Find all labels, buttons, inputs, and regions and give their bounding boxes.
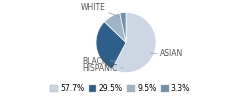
Text: WHITE: WHITE — [81, 3, 120, 17]
Text: HISPANIC: HISPANIC — [83, 64, 123, 73]
Wedge shape — [104, 13, 126, 42]
Text: ASIAN: ASIAN — [150, 49, 183, 58]
Wedge shape — [96, 22, 126, 69]
Legend: 57.7%, 29.5%, 9.5%, 3.3%: 57.7%, 29.5%, 9.5%, 3.3% — [47, 81, 193, 96]
Wedge shape — [120, 12, 126, 42]
Wedge shape — [112, 12, 156, 72]
Text: BLACK: BLACK — [83, 57, 116, 66]
